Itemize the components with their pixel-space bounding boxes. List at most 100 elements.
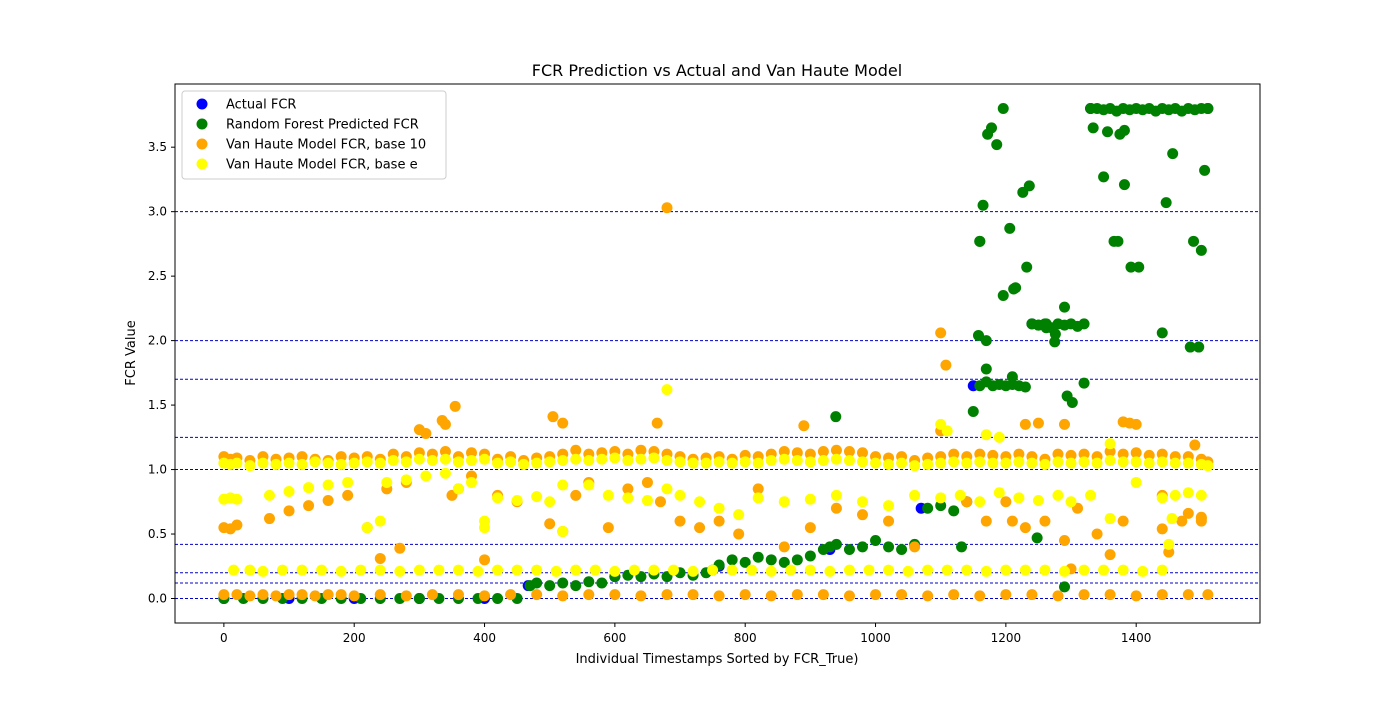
data-point <box>1000 457 1012 469</box>
data-point <box>997 103 1009 114</box>
data-point <box>1026 589 1038 601</box>
data-point <box>922 564 934 576</box>
data-point <box>896 589 908 601</box>
data-point <box>935 492 947 504</box>
data-point <box>798 420 810 432</box>
data-point <box>433 564 445 576</box>
data-point <box>948 589 960 601</box>
data-point <box>583 589 595 601</box>
data-point <box>635 444 647 456</box>
data-point <box>863 564 875 576</box>
y-tick-label: 3.5 <box>148 140 167 154</box>
data-point <box>550 565 562 577</box>
legend-marker <box>196 98 208 110</box>
data-point <box>830 444 842 456</box>
data-point <box>993 487 1005 499</box>
data-point <box>870 534 882 546</box>
data-point <box>1078 318 1090 330</box>
data-point <box>505 589 517 601</box>
series-1 <box>218 103 1214 604</box>
data-point <box>687 457 699 469</box>
data-point <box>1104 438 1116 450</box>
data-point <box>449 400 461 412</box>
data-point <box>856 456 868 468</box>
data-point <box>452 589 464 601</box>
data-point <box>1059 301 1071 313</box>
data-point <box>374 564 386 576</box>
data-point <box>980 335 992 347</box>
data-point <box>856 447 868 459</box>
data-point <box>1059 534 1071 546</box>
data-point <box>1130 476 1142 488</box>
y-tick-label: 2.0 <box>148 334 167 348</box>
data-point <box>1143 457 1155 469</box>
data-point <box>883 564 895 576</box>
data-point <box>570 489 582 501</box>
data-point <box>641 495 653 506</box>
data-point <box>231 589 243 601</box>
data-point <box>413 453 425 465</box>
data-point <box>303 482 315 494</box>
data-point <box>1182 507 1194 519</box>
data-point <box>335 589 347 601</box>
data-point <box>309 456 321 468</box>
data-point <box>987 457 999 469</box>
data-point <box>1000 564 1012 576</box>
data-point <box>466 447 478 459</box>
data-point <box>628 564 640 576</box>
data-point <box>843 446 855 457</box>
data-point <box>674 489 686 501</box>
data-point <box>1004 222 1016 234</box>
data-point <box>1013 492 1025 504</box>
data-point <box>1156 589 1168 601</box>
data-point <box>713 502 725 514</box>
data-point <box>1104 589 1116 601</box>
data-point <box>980 429 992 441</box>
data-point <box>342 489 354 501</box>
data-point <box>804 493 816 505</box>
data-point <box>1188 235 1200 247</box>
data-point <box>1032 417 1044 429</box>
data-point <box>778 556 790 568</box>
data-point <box>557 455 569 467</box>
data-point <box>609 565 621 577</box>
data-point <box>648 564 660 576</box>
data-point <box>518 458 530 470</box>
data-point <box>1130 447 1142 459</box>
data-point <box>492 593 504 604</box>
legend-box <box>181 90 447 180</box>
data-point <box>1156 448 1168 460</box>
data-point <box>974 235 986 247</box>
data-point <box>531 457 543 469</box>
data-point <box>557 417 569 429</box>
data-point <box>1202 460 1214 472</box>
legend-marker <box>196 138 208 150</box>
data-point <box>348 590 360 602</box>
data-point <box>374 553 386 565</box>
data-point <box>1167 148 1179 160</box>
data-point <box>739 589 751 601</box>
data-point <box>355 564 367 576</box>
data-point <box>296 589 308 601</box>
data-point <box>791 447 803 459</box>
data-point <box>466 455 478 467</box>
data-point <box>1021 261 1033 273</box>
data-point <box>883 500 895 512</box>
y-tick-label: 1.5 <box>148 398 167 412</box>
data-point <box>1065 496 1077 508</box>
data-point <box>1000 496 1012 508</box>
data-point <box>954 489 966 501</box>
data-point <box>400 590 412 602</box>
y-tick-label: 0.5 <box>148 527 167 541</box>
data-point <box>707 564 719 576</box>
data-point <box>1202 589 1214 601</box>
data-point <box>270 458 282 470</box>
data-point <box>765 455 777 467</box>
data-point <box>791 589 803 601</box>
data-point <box>544 518 556 530</box>
data-point <box>231 457 243 469</box>
data-point <box>713 456 725 468</box>
data-point <box>439 467 451 479</box>
data-point <box>609 589 621 601</box>
data-point <box>948 505 960 517</box>
